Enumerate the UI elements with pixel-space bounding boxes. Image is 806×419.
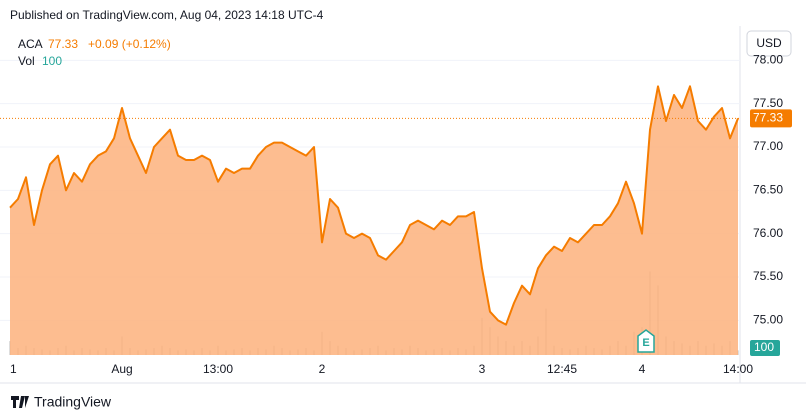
last-price-label: 77.33: [753, 111, 783, 125]
x-tick-label: 4: [639, 362, 646, 376]
y-tick-label: 76.50: [753, 183, 783, 197]
y-tick-label: 76.00: [753, 226, 783, 240]
x-tick-label: 3: [479, 362, 486, 376]
currency-button[interactable]: [746, 30, 792, 57]
earnings-marker[interactable]: E: [637, 329, 655, 353]
x-tick-label: 14:00: [723, 362, 753, 376]
legend-last: 77.33: [48, 37, 78, 51]
volume-box: [750, 340, 780, 356]
plot-area: 75.00 75.50 76.00 76.50 77.00 77.50 78.00 1 Aug 1…: [0, 53, 792, 376]
y-tick-label: 77.50: [753, 96, 783, 110]
brand: TradingView: [34, 394, 112, 410]
x-tick-label: 1: [10, 362, 17, 376]
logo: TradingView: [11, 394, 112, 410]
logo-icon: [11, 396, 29, 408]
x-tick-label: 2: [319, 362, 326, 376]
price-line: [9, 85, 739, 326]
x-tick-label: Aug: [111, 362, 132, 376]
legend-volume: Vol: [18, 54, 35, 68]
legend-change: +0.09 (+0.12%): [88, 37, 171, 51]
earnings-icon[interactable]: [637, 329, 655, 353]
price-area: [10, 86, 738, 355]
legend-symbol: ACA: [18, 37, 43, 51]
volume-label: 100: [754, 340, 774, 354]
published-note: Published on TradingView.com, Aug 04, 20…: [10, 8, 324, 22]
y-tick-label: 78.00: [753, 53, 783, 67]
last-price-box: [750, 109, 792, 128]
earnings-label[interactable]: E: [642, 337, 649, 349]
x-tick-label: 12:45: [547, 362, 577, 376]
x-tick-label: 13:00: [203, 362, 233, 376]
legend-volume-value: 100: [42, 54, 62, 68]
currency[interactable]: USD: [756, 36, 782, 50]
y-tick-label: 77.00: [753, 139, 783, 153]
y-tick-label: 75.50: [753, 269, 783, 283]
y-tick-label: 75.00: [753, 313, 783, 327]
